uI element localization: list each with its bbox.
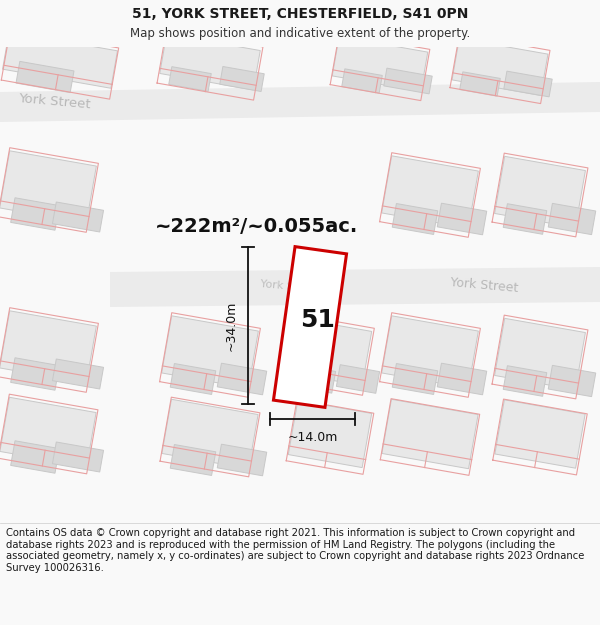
Polygon shape [384, 68, 432, 94]
Polygon shape [437, 363, 487, 395]
Polygon shape [169, 67, 211, 91]
Polygon shape [437, 203, 487, 235]
Polygon shape [495, 400, 585, 468]
Polygon shape [0, 151, 97, 223]
Polygon shape [295, 365, 335, 393]
Polygon shape [217, 363, 267, 395]
Text: ~14.0m: ~14.0m [287, 431, 338, 444]
Polygon shape [170, 444, 216, 476]
Polygon shape [110, 267, 600, 307]
Polygon shape [0, 311, 97, 383]
Polygon shape [217, 444, 267, 476]
Text: 51, YORK STREET, CHESTERFIELD, S41 0PN: 51, YORK STREET, CHESTERFIELD, S41 0PN [132, 7, 468, 21]
Polygon shape [503, 204, 547, 234]
Text: ~34.0m: ~34.0m [225, 300, 238, 351]
Text: York Street: York Street [259, 279, 320, 294]
Polygon shape [382, 156, 478, 228]
Polygon shape [342, 69, 382, 93]
Polygon shape [337, 365, 380, 393]
Text: 51: 51 [301, 308, 335, 332]
Text: ~222m²/~0.055ac.: ~222m²/~0.055ac. [155, 217, 358, 236]
Polygon shape [460, 72, 500, 96]
Polygon shape [160, 34, 260, 90]
Polygon shape [162, 399, 258, 469]
Polygon shape [170, 364, 216, 394]
Polygon shape [288, 401, 372, 468]
Polygon shape [161, 316, 259, 388]
Polygon shape [274, 247, 347, 408]
Polygon shape [2, 32, 118, 88]
Polygon shape [548, 203, 596, 234]
Polygon shape [494, 318, 586, 389]
Text: Map shows position and indicative extent of the property.: Map shows position and indicative extent… [130, 26, 470, 39]
Polygon shape [382, 399, 478, 469]
Polygon shape [494, 156, 586, 228]
Polygon shape [0, 398, 96, 467]
Polygon shape [11, 198, 59, 230]
Polygon shape [52, 359, 104, 389]
Polygon shape [11, 357, 59, 390]
Polygon shape [52, 442, 104, 472]
Polygon shape [392, 364, 438, 394]
Text: York Street: York Street [450, 276, 519, 294]
Polygon shape [382, 316, 478, 388]
Text: York Street: York Street [18, 92, 91, 112]
Polygon shape [288, 318, 372, 386]
Polygon shape [504, 71, 552, 97]
Polygon shape [452, 39, 548, 96]
Polygon shape [0, 82, 600, 122]
Polygon shape [392, 204, 438, 234]
Polygon shape [332, 36, 428, 91]
Polygon shape [11, 441, 59, 473]
Polygon shape [503, 366, 547, 396]
Text: Contains OS data © Crown copyright and database right 2021. This information is : Contains OS data © Crown copyright and d… [6, 528, 584, 572]
Polygon shape [548, 366, 596, 397]
Polygon shape [16, 61, 74, 92]
Polygon shape [52, 202, 104, 232]
Polygon shape [220, 66, 264, 91]
